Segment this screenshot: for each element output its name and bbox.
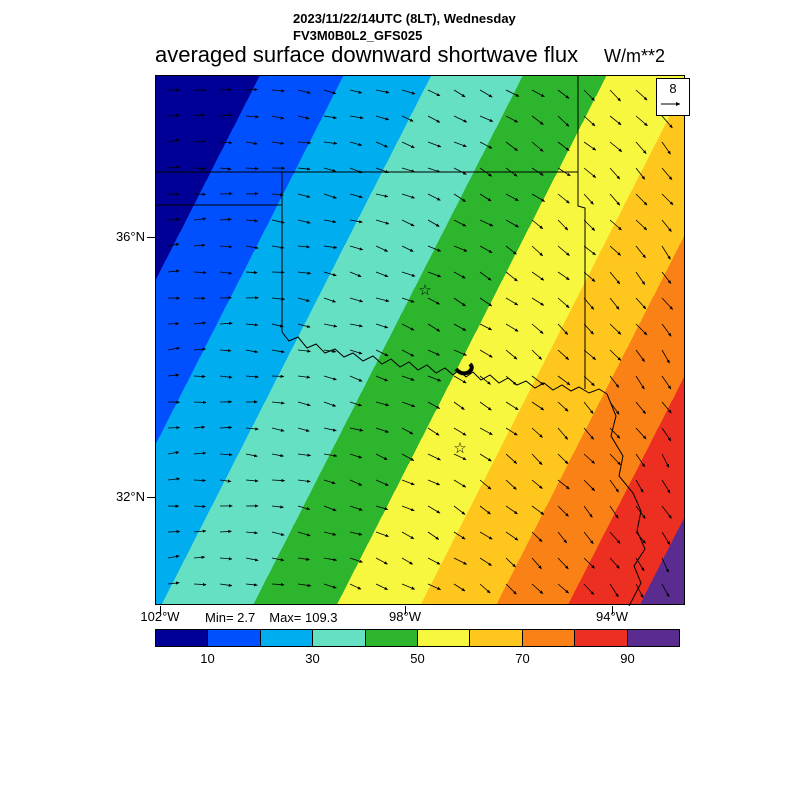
missouri-arkansas-border (577, 76, 586, 389)
colorbar-cell (156, 630, 209, 646)
colorbar-cell (365, 630, 419, 646)
shortwave-flux-filled-contours (156, 76, 684, 604)
lat-label-32n: 32°N (115, 489, 145, 504)
model-id-line: FV3M0B0L2_GFS025 (293, 28, 423, 43)
max-value-label: Max= 109.3 (269, 610, 338, 625)
colorbar-cell (575, 630, 628, 646)
colorbar-tick-label: 10 (200, 651, 215, 666)
reference-vector-box: 8 (656, 78, 690, 116)
lon-label-98w: 98°W (389, 609, 421, 624)
plot-title: averaged surface downward shortwave flux (155, 42, 579, 67)
lat-label-36n: 36°N (115, 229, 145, 244)
lon-tick-94w (612, 606, 613, 614)
colorbar-tick-labels: 10 30 50 70 90 (155, 651, 680, 667)
lon-label-102w: 102°W (140, 609, 180, 624)
star-marker: ☆ (418, 282, 431, 299)
colorbar-cell (313, 630, 366, 646)
lat-tick-36n (147, 237, 155, 238)
star-marker: ☆ (453, 440, 466, 457)
state-borders-and-rivers: ☆☆ (156, 76, 646, 606)
colorbar-tick-label: 90 (620, 651, 635, 666)
lat-tick-32n (147, 497, 155, 498)
colorbar-tick-label: 70 (515, 651, 530, 666)
lon-tick-102w (160, 606, 161, 614)
lon-tick-98w (405, 606, 406, 614)
colorbar-cell (470, 630, 523, 646)
lake-texoma-blob (454, 362, 474, 376)
units-label: W/m**2 (604, 46, 666, 66)
colorbar-cell (522, 630, 576, 646)
colorbar-cell (208, 630, 261, 646)
valid-time-line: 2023/11/22/14UTC (8LT), Wednesday (293, 11, 516, 26)
lon-label-94w: 94°W (596, 609, 628, 624)
city-star-markers: ☆☆ (418, 282, 466, 457)
colorbar-tick-label: 50 (410, 651, 425, 666)
colorbar-cell (260, 630, 314, 646)
reference-vector-arrow-icon (661, 102, 681, 106)
colorbar (155, 629, 680, 647)
reference-vector-value: 8 (669, 81, 677, 96)
colorbar-cell (418, 630, 471, 646)
minmax-stats: Min= 2.7 Max= 109.3 (205, 610, 352, 625)
colorbar-tick-label: 30 (305, 651, 320, 666)
texas-east-border (606, 393, 646, 606)
red-river (281, 331, 608, 395)
map-panel: ☆ ☆ 8 (155, 75, 690, 606)
min-value-label: Min= 2.7 (205, 610, 256, 625)
colorbar-cell (627, 630, 680, 646)
